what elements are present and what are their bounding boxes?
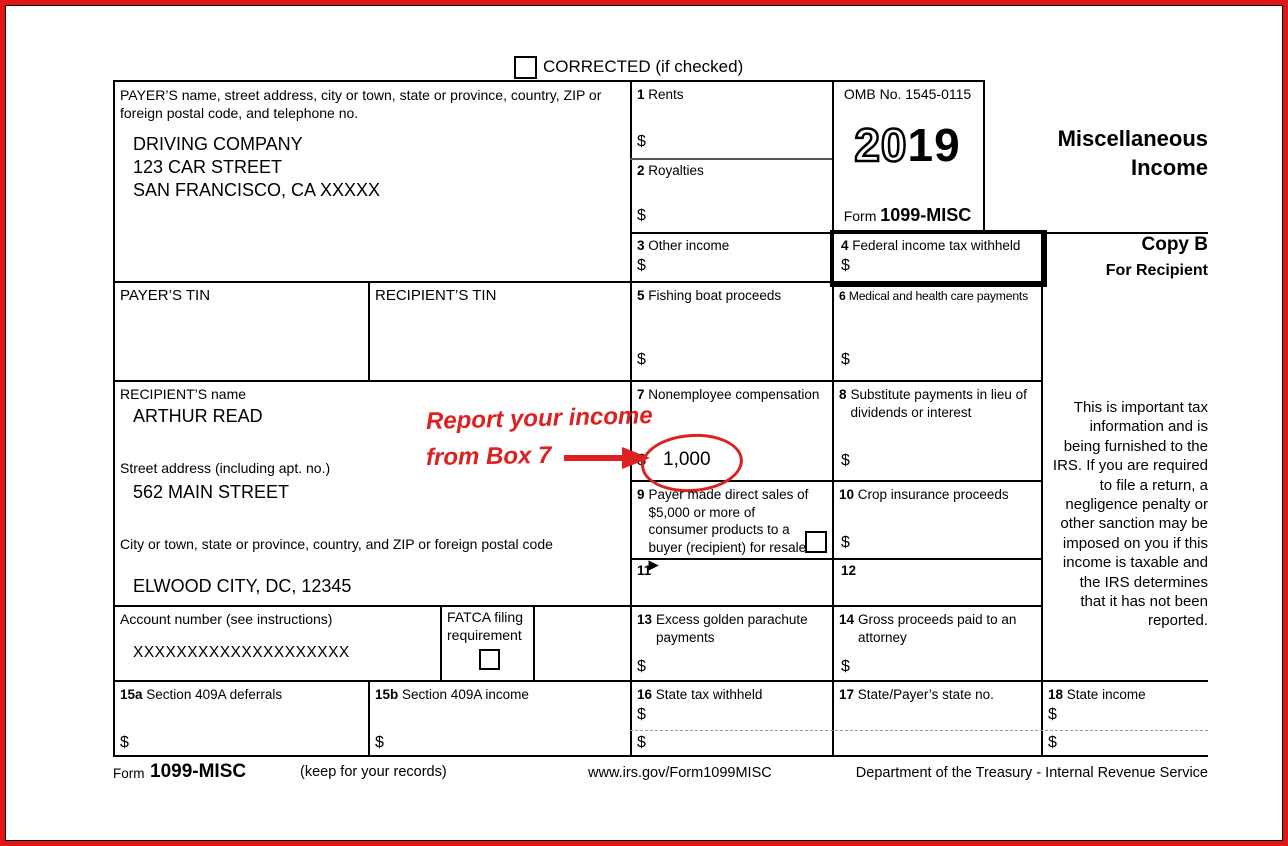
grid-line [983,80,985,232]
box13-parachute-label: 13 Excess golden parachute payments [637,612,808,645]
box10-dollar-sign: $ [841,534,850,551]
annotation-line1: Report your income [425,402,654,435]
box10-crop-label: 10 Crop insurance proceeds [839,487,1009,502]
box15a-label: 15a Section 409A deferrals [120,687,283,702]
copy-b-label: Copy B [1141,234,1209,255]
tax-year: 2019 [832,118,983,173]
box18-dollar-sign-1: $ [1048,706,1057,723]
recipient-important-notice: This is important tax information and is… [1052,399,1208,630]
grid-line [630,558,1043,560]
box15b-dollar-sign: $ [375,734,384,751]
recipient-street: 562 MAIN STREET [133,482,290,502]
grid-line [533,605,535,680]
box1-number: 1 [637,87,645,102]
box5-dollar-sign: $ [637,351,646,368]
for-recipient-label: For Recipient [1105,262,1208,279]
box16-dollar-sign-2: $ [637,734,646,751]
footer-form-number: 1099-MISC [150,761,247,782]
grid-line [630,480,1043,482]
grid-line [113,755,1208,757]
box4-highlight-border [830,230,1047,287]
account-number-value: XXXXXXXXXXXXXXXXXXXX [133,644,350,661]
box16-dollar-sign-1: $ [637,706,646,723]
box7-nonemployee-label: 7 Nonemployee compensation [637,387,820,402]
recipient-name-label: RECIPIENT’S name [120,386,247,402]
recipient-tin-label: RECIPIENT’S TIN [375,287,497,304]
box9-checkbox[interactable] [805,531,827,553]
grid-line [368,281,370,380]
box15b-label: 15b Section 409A income [375,687,529,702]
box11-number: 11 [637,563,652,578]
footer-treasury: Department of the Treasury - Internal Re… [855,765,1208,781]
payer-block-label: PAYER’S name, street address, city or to… [120,87,602,121]
corrected-label: CORRECTED (if checked) [543,57,744,76]
box6-medical-label: 6 Medical and health care payments [839,289,1028,303]
payer-tin-label: PAYER’S TIN [120,287,211,304]
form-title: Miscellaneous Income [1057,126,1208,180]
payer-name: DRIVING COMPANY [133,134,303,154]
box9-direct-sales-label: 9 Payer made direct sales of $5,000 or mo… [637,487,809,572]
fatca-label: FATCA filing requirement [447,609,523,643]
grid-line [113,80,115,755]
box2-number: 2 [637,163,645,178]
box18-state-income-label: 18 State income [1048,687,1146,702]
box6-dollar-sign: $ [841,351,850,368]
box14-dollar-sign: $ [841,658,850,675]
grid-line [832,80,834,755]
recipient-city-label: City or town, state or province, country… [120,536,553,552]
state-row-dashed-divider [630,730,1208,731]
footer-form-word: Form [113,766,145,781]
grid-line [113,680,1208,682]
box3-dollar-sign: $ [637,257,646,274]
corrected-checkbox[interactable] [514,56,537,79]
footer-keep-note: (keep for your records) [300,764,447,780]
box2-royalties-label: 2 Royalties [637,163,704,178]
box15a-dollar-sign: $ [120,734,129,751]
recipient-city: ELWOOD CITY, DC, 12345 [133,576,352,596]
tax-year-bold: 19 [907,119,961,171]
grid-line [368,680,370,755]
box1-rents-label: 1 Rents [637,87,684,102]
fatca-checkbox[interactable] [479,649,500,670]
grid-line [113,605,1043,607]
payer-city: SAN FRANCISCO, CA XXXXX [133,180,381,200]
box13-dollar-sign: $ [637,658,646,675]
tax-year-outline: 20 [853,118,908,173]
omb-number: OMB No. 1545-0115 [843,86,972,102]
box4-dollar-sign: $ [841,257,850,274]
box8-dollar-sign: $ [841,452,850,469]
box18-dollar-sign-2: $ [1048,734,1057,751]
grid-line [113,380,1043,382]
box5-fishing-label: 5 Fishing boat proceeds [637,288,782,303]
red-arrow-icon [564,447,650,469]
grid-line [630,158,832,160]
box12-number: 12 [841,563,857,578]
box7-amount: 1,000 [663,449,711,470]
grid-line [630,80,632,755]
box8-substitute-label: 8 Substitute payments in lieu of dividend… [839,387,1027,420]
box16-state-tax-label: 16 State tax withheld [637,687,763,702]
box2-dollar-sign: $ [637,207,646,224]
box17-state-no-label: 17 State/Payer’s state no. [839,687,994,702]
grid-line [440,605,442,680]
recipient-street-label: Street address (including apt. no.) [120,460,331,476]
grid-line [113,80,985,82]
box4-federal-tax-label: 4 Federal income tax withheld [841,238,1021,253]
form-number-header: Form 1099-MISC [843,205,972,225]
recipient-name: ARTHUR READ [133,406,263,426]
payer-street: 123 CAR STREET [133,157,283,177]
box1-dollar-sign: $ [637,133,646,150]
footer-irs-url[interactable]: www.irs.gov/Form1099MISC [588,765,772,781]
box14-attorney-label: 14 Gross proceeds paid to an attorney [839,612,1017,645]
grid-line [113,281,1043,283]
account-number-label: Account number (see instructions) [120,611,333,627]
box3-other-income-label: 3 Other income [637,238,730,253]
grid-line [1041,232,1043,755]
annotation-line2: from Box 7 [425,441,552,472]
